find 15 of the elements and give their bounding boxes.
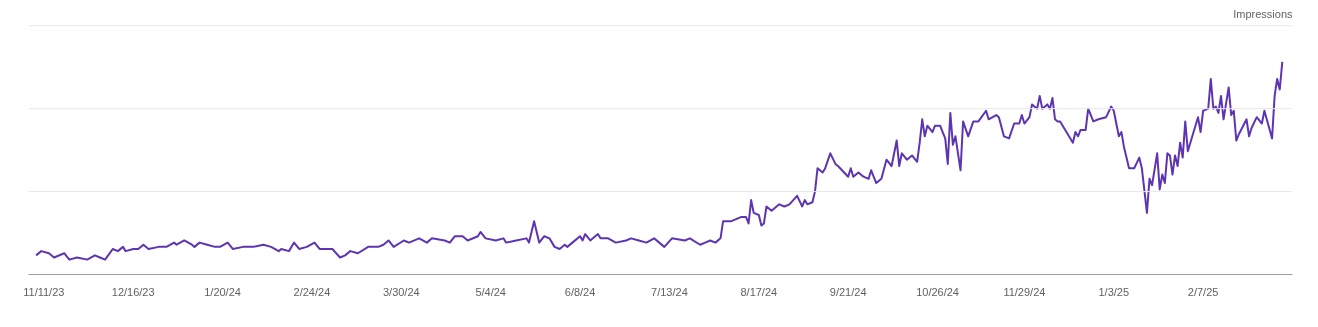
x-tick-label: 7/13/24 — [651, 285, 688, 298]
x-tick-label: 9/21/24 — [829, 285, 867, 298]
x-tick-label: 3/30/24 — [382, 285, 420, 298]
x-tick-label: 2/24/24 — [293, 285, 331, 298]
x-tick-label: 11/29/24 — [1003, 285, 1046, 298]
y-axis-title: Impressions — [1233, 7, 1293, 20]
x-tick-label: 11/11/23 — [23, 285, 65, 298]
x-tick-label: 10/26/24 — [916, 285, 959, 298]
x-tick-label: 5/4/24 — [475, 285, 506, 298]
x-tick-label: 1/20/24 — [204, 285, 241, 298]
x-tick-label: 2/7/25 — [1187, 285, 1219, 298]
x-tick-label: 12/16/23 — [111, 285, 155, 298]
x-tick-label: 6/8/24 — [564, 285, 596, 298]
x-tick-label: 1/3/25 — [1098, 285, 1130, 298]
x-tick-label: 8/17/24 — [740, 285, 778, 298]
